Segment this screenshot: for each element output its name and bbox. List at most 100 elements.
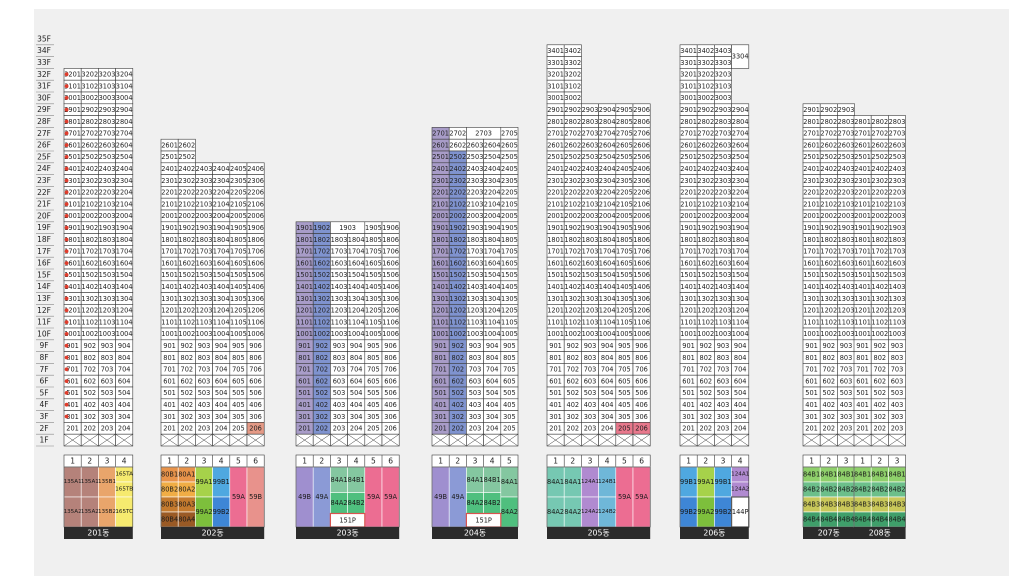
unit-number: 704 [350,366,363,374]
unit-type-label: 84A2 [501,508,518,516]
unit-number: 2002 [820,212,837,220]
unit-number: 1803 [889,236,906,244]
unit-marker-dot [64,355,69,360]
unit-marker-dot [64,166,69,171]
unit-number: 903 [840,342,853,350]
unit-number: 1503 [467,271,484,279]
unit-number: 1102 [697,318,714,326]
unit-number: 2701 [432,130,449,138]
unit-number: 303 [840,413,853,421]
unit-type-label: 99B1 [714,478,731,486]
unit-number: 904 [486,342,499,350]
unit-number: 2901 [803,106,820,114]
unit-type-label: 165TC [115,509,133,515]
unit-number: 2304 [213,177,230,185]
unit-number: 1601 [854,259,871,267]
unit-number: 1303 [889,295,906,303]
plan-line-number: 4 [490,457,495,466]
unit-marker-dot [64,261,69,265]
unit-marker-dot [64,379,69,383]
unit-type-label: 84B3 [803,501,820,509]
unit-number: 1001 [803,330,820,338]
unit-number: 405 [232,401,245,409]
unit-type-label: 59A [232,493,245,501]
unit-number: 2102 [178,200,195,208]
unit-number: 2503 [838,153,855,161]
unit-number: 2602 [871,141,888,149]
unit-marker-dot [64,84,69,88]
unit-type-label: 80A2 [178,486,195,494]
unit-type-label: 49A [451,493,464,501]
unit-number: 1403 [889,283,906,291]
unit-number: 406 [384,401,397,409]
unit-number: 2301 [803,177,820,185]
unit-number: 505 [232,389,245,397]
unit-number: 1104 [732,318,749,326]
unit-number: 404 [486,401,499,409]
plan-line-number: 1 [860,457,865,466]
pilotis-cross [598,433,616,447]
unit-number: 1605 [230,259,247,267]
unit-number: 1805 [230,236,247,244]
unit-number: 1403 [467,283,484,291]
unit-number: 401 [805,401,818,409]
unit-number: 1505 [616,271,633,279]
unit-number: 402 [84,401,97,409]
unit-number: 2403 [582,165,599,173]
unit-number: 702 [700,366,713,374]
unit-number: 2703 [582,130,599,138]
unit-number: 2405 [616,165,633,173]
unit-number: 1604 [348,259,365,267]
unit-number: 2004 [213,212,230,220]
unit-number: 503 [198,389,211,397]
unit-number: 1602 [178,259,195,267]
unit-number: 2401 [803,165,820,173]
unit-number: 1205 [616,307,633,315]
unit-number: 1704 [732,248,749,256]
plan-line-number: 5 [236,457,241,466]
unit-number: 2903 [715,106,732,114]
unit-number: 2802 [564,118,581,126]
unit-number: 502 [316,389,329,397]
unit-number: 2804 [732,118,749,126]
unit-number: 3201 [64,71,81,79]
unit-number: 806 [384,354,397,362]
unit-number: 2802 [820,118,837,126]
floor-label: 9F [39,341,48,350]
unit-number: 1102 [313,318,330,326]
unit-number: 1205 [501,307,518,315]
unit-number: 1304 [732,295,749,303]
unit-number: 1303 [196,295,213,303]
unit-number: 2402 [871,165,888,173]
plan-line-number: 3 [895,457,900,466]
unit-number: 1305 [365,295,382,303]
unit-number: 2905 [616,106,633,114]
pilotis-cross [115,433,133,447]
unit-number: 2804 [116,118,133,126]
unit-type-label: 84A1 [466,476,483,484]
unit-number: 1501 [64,271,81,279]
unit-number: 801 [66,354,79,362]
unit-number: 2102 [81,200,98,208]
unit-number: 3102 [697,82,714,90]
plan-line-number: 5 [622,457,627,466]
unit-number: 501 [682,389,695,397]
unit-number: 303 [101,413,114,421]
unit-number: 203 [333,425,346,433]
unit-number: 2202 [871,189,888,197]
unit-number: 2405 [230,165,247,173]
unit-number: 301 [805,413,818,421]
unit-number: 1901 [547,224,564,232]
pilotis-cross [546,433,565,447]
unit-number: 1703 [838,248,855,256]
unit-number: 2504 [599,153,616,161]
unit-number: 1705 [616,248,633,256]
unit-type-label: 84B3 [820,501,837,509]
unit-number: 203 [717,425,730,433]
unit-type-plan: 1 2 3 4 135A1 135A2 135A1 135A2 135B1 135B2 165TA 1… [64,454,133,539]
unit-number: 1102 [820,318,837,326]
unit-number: 2704 [116,130,133,138]
unit-number: 1503 [331,271,348,279]
